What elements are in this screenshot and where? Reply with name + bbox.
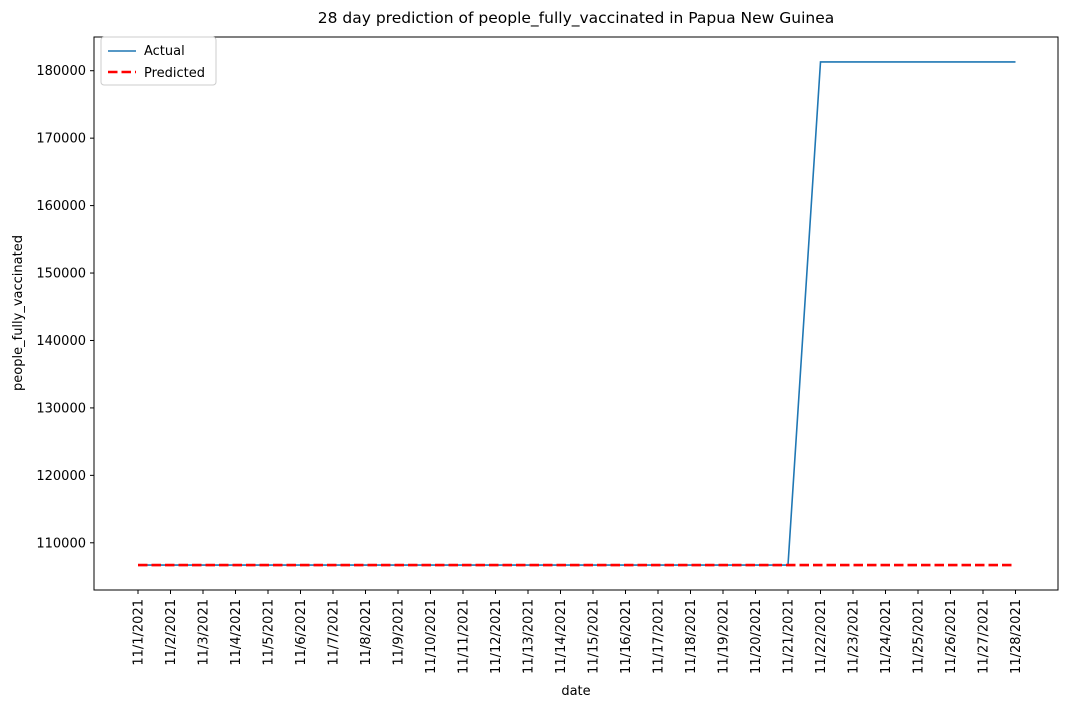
- axes-frame: [93, 36, 1059, 591]
- x-tick-label: 11/14/2021: [554, 599, 569, 674]
- y-axis: 110000 120000 130000 140000 150000 160000 1700…: [36, 64, 94, 551]
- x-axis: 11/1/2021 11/2/2021 11/3/2021 11/4/2021 11/5…: [132, 590, 1024, 674]
- x-tick-label: 11/11/2021: [457, 599, 472, 674]
- legend: Actual Predicted: [100, 36, 217, 86]
- y-tick-label: 170000: [36, 132, 86, 147]
- x-tick-label: 11/4/2021: [229, 599, 244, 666]
- x-tick-label: 11/3/2021: [197, 599, 212, 666]
- x-tick-label: 11/17/2021: [652, 599, 667, 674]
- x-tick-label: 11/6/2021: [294, 599, 309, 666]
- x-tick-label: 11/1/2021: [132, 599, 147, 666]
- x-tick-label: 11/10/2021: [424, 599, 439, 674]
- y-tick-label: 160000: [36, 199, 86, 214]
- plot-area: 110000 120000 130000 140000 150000 160000 1700…: [36, 36, 1059, 674]
- x-tick-label: 11/12/2021: [489, 599, 504, 674]
- x-tick-label: 11/27/2021: [977, 599, 992, 674]
- x-tick-label: 11/26/2021: [944, 599, 959, 674]
- x-tick-label: 11/7/2021: [327, 599, 342, 666]
- x-tick-label: 11/24/2021: [879, 599, 894, 674]
- series-layer: [138, 61, 1016, 567]
- x-axis-label: date: [561, 684, 590, 699]
- x-tick-label: 11/18/2021: [684, 599, 699, 674]
- x-tick-label: 11/20/2021: [749, 599, 764, 674]
- y-tick-label: 150000: [36, 267, 86, 282]
- x-tick-label: 11/25/2021: [912, 599, 927, 674]
- legend-label-predicted: Predicted: [144, 66, 205, 81]
- y-tick-label: 120000: [36, 469, 86, 484]
- x-tick-label: 11/21/2021: [782, 599, 797, 674]
- x-tick-label: 11/23/2021: [847, 599, 862, 674]
- x-tick-label: 11/5/2021: [262, 599, 277, 666]
- y-tick-label: 130000: [36, 401, 86, 416]
- y-tick-label: 110000: [36, 536, 86, 551]
- x-tick-label: 11/8/2021: [359, 599, 374, 666]
- chart-title: 28 day prediction of people_fully_vaccin…: [318, 9, 835, 28]
- y-tick-label: 140000: [36, 334, 86, 349]
- x-tick-label: 11/2/2021: [164, 599, 179, 666]
- x-tick-label: 11/28/2021: [1009, 599, 1024, 674]
- y-axis-label: people_fully_vaccinated: [11, 235, 26, 391]
- legend-label-actual: Actual: [144, 44, 185, 59]
- x-tick-label: 11/16/2021: [619, 599, 634, 674]
- x-tick-label: 11/9/2021: [392, 599, 407, 666]
- y-tick-label: 180000: [36, 64, 86, 79]
- x-tick-label: 11/22/2021: [814, 599, 829, 674]
- x-tick-label: 11/13/2021: [522, 599, 537, 674]
- x-tick-label: 11/19/2021: [717, 599, 732, 674]
- x-tick-label: 11/15/2021: [587, 599, 602, 674]
